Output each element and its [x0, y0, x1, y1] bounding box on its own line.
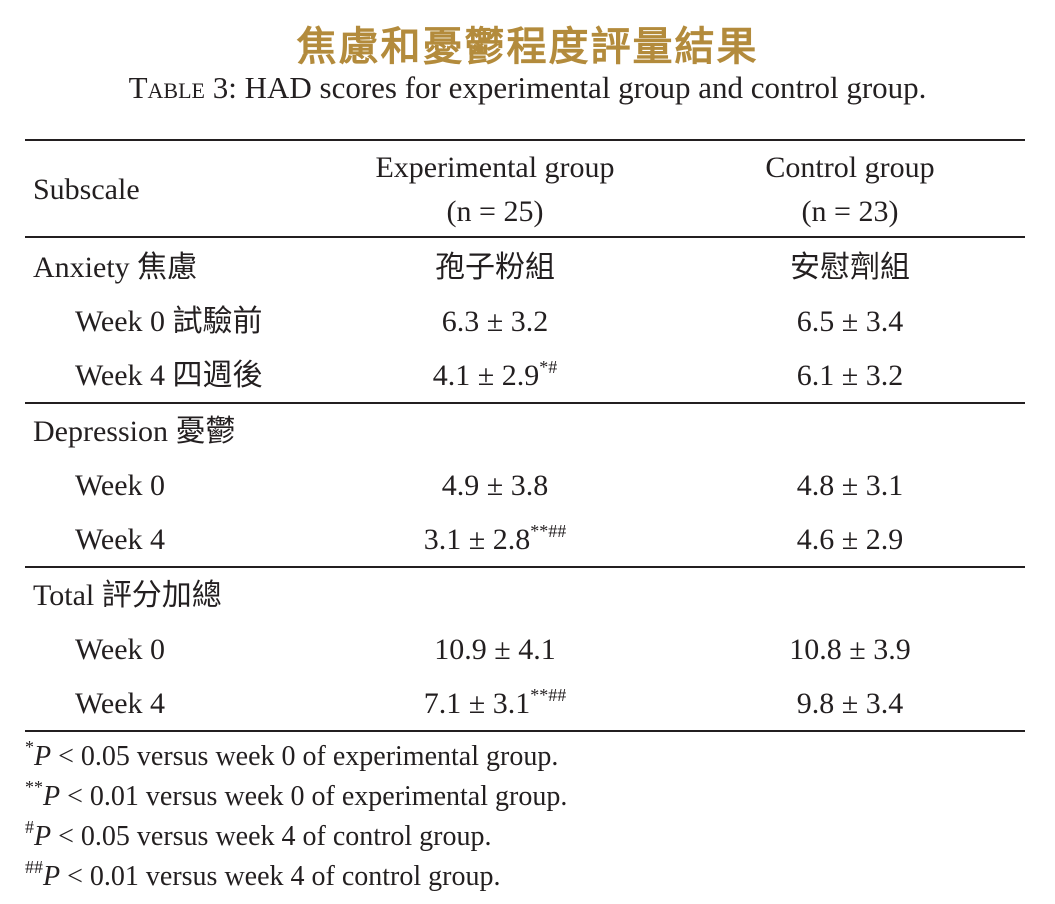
- row-label-zh: 試驗前: [172, 305, 263, 338]
- section-label-en: Anxiety: [33, 251, 130, 284]
- group-label: 安慰劑組: [790, 251, 910, 284]
- footnote-symbol: P: [34, 821, 52, 852]
- row-label-en: Week 0: [75, 633, 166, 666]
- row-label: Week 0: [75, 630, 165, 670]
- row-label: Week 0 試驗前: [75, 302, 263, 342]
- significance-mark: *#: [539, 357, 558, 377]
- cell: 6.3 ± 3.2: [442, 302, 548, 342]
- footnote: #P < 0.05 versus week 4 of control group…: [25, 817, 492, 855]
- top-rule: [25, 139, 1025, 141]
- cell-value: 10.9 ± 4.1: [434, 633, 556, 666]
- section-label: Anxiety 焦慮: [33, 248, 197, 288]
- cell-value: 3.1 ± 2.8: [423, 523, 531, 556]
- row-label-en: Week 4: [75, 687, 166, 720]
- footnote: **P < 0.01 versus week 0 of experimental…: [25, 777, 568, 815]
- row-label: Week 4: [75, 684, 165, 724]
- cell-value: 4.9 ± 3.8: [441, 469, 549, 502]
- footnote-symbol: P: [43, 781, 61, 812]
- cell-value: 6.3 ± 3.2: [441, 305, 549, 338]
- column-n: (n = 23): [801, 195, 899, 228]
- column-n: (n = 25): [446, 195, 544, 228]
- column-name: Control group: [765, 151, 935, 184]
- row-label-en: Week 0: [75, 469, 166, 502]
- cell-value: 4.1 ± 2.9: [432, 359, 540, 392]
- section-label-zh: 焦慮: [137, 251, 198, 284]
- cell: 10.9 ± 4.1: [434, 630, 555, 670]
- caption-text: HAD scores for experimental group and co…: [244, 70, 927, 105]
- cell-value: 6.1 ± 3.2: [796, 359, 904, 392]
- cell: 10.8 ± 3.9: [789, 630, 910, 670]
- footnote: *P < 0.05 versus week 0 of experimental …: [25, 737, 559, 775]
- section-label-en: Total: [33, 579, 95, 612]
- cell: 9.8 ± 3.4: [797, 684, 903, 724]
- footnote-text: < 0.01 versus week 4 of control group.: [67, 861, 501, 892]
- cell: 7.1 ± 3.1**##: [424, 684, 566, 724]
- row-label-en: Week 0: [75, 305, 166, 338]
- row-label: Week 4: [75, 520, 165, 560]
- subscale-header: Subscale: [33, 173, 140, 206]
- cell-value: 4.8 ± 3.1: [796, 469, 904, 502]
- section-label-en: Depression: [33, 415, 168, 448]
- row-label-en: Week 4: [75, 523, 166, 556]
- significance-mark: **##: [530, 685, 567, 705]
- row-label-zh: 四週後: [172, 359, 263, 392]
- cell-value: 10.8 ± 3.9: [789, 633, 911, 666]
- footnote-text: < 0.05 versus week 4 of control group.: [58, 821, 492, 852]
- footnote-text: < 0.01 versus week 0 of experimental gro…: [67, 781, 568, 812]
- column-name: Experimental group: [375, 151, 615, 184]
- row-label-en: Week 4: [75, 359, 166, 392]
- footnote-mark: ##: [25, 857, 43, 877]
- cell: 4.8 ± 3.1: [797, 466, 903, 506]
- cell: 4.6 ± 2.9: [797, 520, 903, 560]
- cell-value: 7.1 ± 3.1: [423, 687, 531, 720]
- footnote-text: < 0.05 versus week 0 of experimental gro…: [58, 741, 559, 772]
- footnote-symbol: P: [34, 741, 52, 772]
- caption-label: Table 3:: [128, 70, 237, 105]
- footnote-mark: **: [25, 777, 43, 797]
- cell: 4.9 ± 3.8: [442, 466, 548, 506]
- section-rule: [25, 566, 1025, 568]
- section-label: Total 評分加總: [33, 576, 222, 616]
- section-rule: [25, 402, 1025, 404]
- section-label-zh: 評分加總: [101, 579, 222, 612]
- cell: 4.1 ± 2.9*#: [433, 356, 557, 396]
- footnote-mark: #: [25, 817, 34, 837]
- significance-mark: **##: [530, 521, 567, 541]
- cell: 6.5 ± 3.4: [797, 302, 903, 342]
- section-rule: [25, 730, 1025, 732]
- cell-value: 4.6 ± 2.9: [796, 523, 904, 556]
- footnote-symbol: P: [43, 861, 61, 892]
- caption: Table 3: HAD scores for experimental gro…: [0, 70, 1055, 106]
- cell: 6.1 ± 3.2: [797, 356, 903, 396]
- row-label: Week 4 四週後: [75, 356, 263, 396]
- group-label: 孢子粉組: [435, 251, 555, 284]
- footnote-mark: *: [25, 737, 34, 757]
- footnote: ##P < 0.01 versus week 4 of control grou…: [25, 857, 501, 895]
- cell: 3.1 ± 2.8**##: [424, 520, 566, 560]
- section-label: Depression 憂鬱: [33, 412, 235, 452]
- section-label-zh: 憂鬱: [175, 415, 236, 448]
- cell-value: 9.8 ± 3.4: [796, 687, 904, 720]
- title: 焦慮和憂鬱程度評量結果: [296, 24, 759, 70]
- header-rule: [25, 236, 1025, 238]
- row-label: Week 0: [75, 466, 165, 506]
- cell-value: 6.5 ± 3.4: [796, 305, 904, 338]
